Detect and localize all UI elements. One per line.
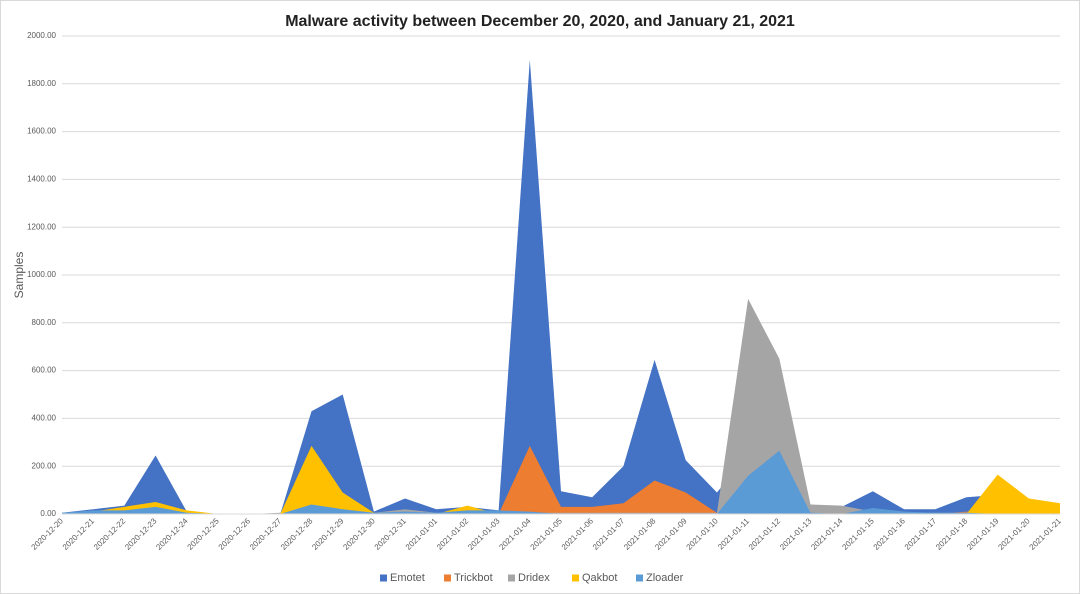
y-tick-label: 1800.00 [27, 79, 56, 88]
y-tick-label: 1000.00 [27, 270, 56, 279]
legend-label: Qakbot [582, 572, 617, 584]
legend-label: Dridex [518, 572, 550, 584]
y-tick-label: 1400.00 [27, 175, 56, 184]
y-tick-label: 800.00 [32, 318, 57, 327]
y-tick-label: 2000.00 [27, 31, 56, 40]
y-tick-label: 0.00 [40, 509, 56, 518]
legend-swatch [508, 574, 515, 582]
y-tick-label: 1200.00 [27, 222, 56, 231]
legend-label: Emotet [390, 572, 425, 584]
legend-swatch [572, 574, 579, 582]
y-tick-label: 400.00 [32, 414, 57, 423]
y-tick-label: 200.00 [32, 461, 57, 470]
legend-swatch [380, 574, 387, 582]
chart-title: Malware activity between December 20, 20… [285, 13, 795, 30]
area [62, 445, 1060, 514]
legend-label: Trickbot [454, 572, 493, 584]
area [62, 59, 1060, 515]
legend-swatch [444, 574, 451, 582]
y-axis-label: Samples [12, 252, 26, 299]
legend-swatch [636, 574, 643, 582]
y-tick-label: 1600.00 [27, 127, 56, 136]
y-tick-label: 600.00 [32, 366, 57, 375]
legend-label: Zloader [646, 572, 684, 584]
